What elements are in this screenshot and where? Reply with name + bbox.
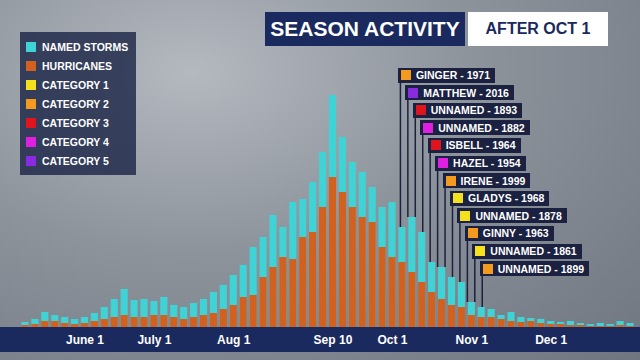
html-text:CATEGORY 1: CATEGORY 1 [42, 78, 109, 91]
html-text:NAMED STORMS: NAMED STORMS [42, 40, 129, 53]
html-text:GINNY - 1963: GINNY - 1963 [482, 227, 549, 240]
svg-text:Nov 1: Nov 1 [455, 333, 488, 347]
html-text:GINGER - 1971: GINGER - 1971 [415, 69, 490, 81]
html-text:CATEGORY 5: CATEGORY 5 [42, 154, 109, 167]
svg-text:Aug 1: Aug 1 [217, 333, 251, 347]
svg-text:Dec 1: Dec 1 [535, 333, 567, 347]
html-text:MATTHEW - 2016: MATTHEW - 2016 [423, 86, 509, 99]
html-text:IRENE - 1999: IRENE - 1999 [460, 174, 526, 187]
html-text:UNNAMED - 1878: UNNAMED - 1878 [475, 209, 562, 222]
html-text:ISBELL - 1964: ISBELL - 1964 [445, 139, 516, 152]
html-text:UNNAMED - 1861: UNNAMED - 1861 [490, 245, 577, 257]
svg-text:July 1: July 1 [137, 333, 171, 347]
html-text:HAZEL - 1954: HAZEL - 1954 [453, 157, 521, 169]
html-text:UNNAMED - 1893: UNNAMED - 1893 [430, 104, 518, 117]
html-text:UNNAMED - 1899: UNNAMED - 1899 [497, 262, 585, 275]
html-text:UNNAMED - 1882: UNNAMED - 1882 [438, 121, 525, 134]
html-text:CATEGORY 2: CATEGORY 2 [42, 97, 109, 110]
html-text:AFTER OCT 1: AFTER OCT 1 [485, 20, 591, 37]
html-text:HURRICANES: HURRICANES [42, 59, 112, 72]
html-text:SEASON ACTIVITY: SEASON ACTIVITY [270, 17, 460, 40]
svg-text:June 1: June 1 [66, 333, 104, 347]
svg-text:Sep 10: Sep 10 [314, 333, 353, 347]
html-text:GLADYS - 1968: GLADYS - 1968 [468, 192, 545, 205]
html-text:CATEGORY 4: CATEGORY 4 [42, 135, 109, 148]
html-text:CATEGORY 3: CATEGORY 3 [42, 116, 109, 129]
svg-text:Oct 1: Oct 1 [377, 333, 407, 347]
